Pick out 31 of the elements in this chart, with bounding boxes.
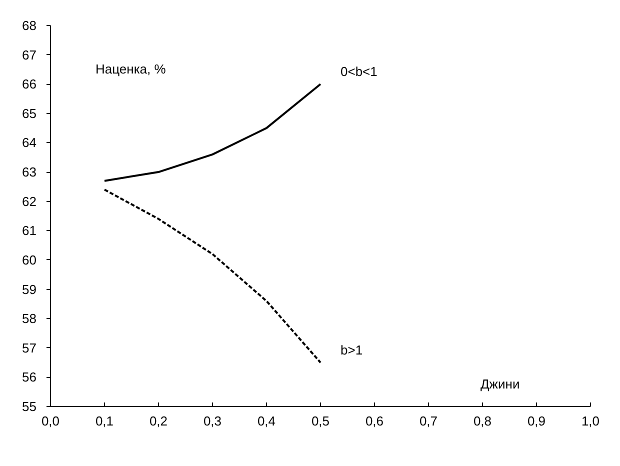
- y-tick-label: 65: [22, 106, 37, 121]
- y-tick-label: 61: [22, 223, 37, 238]
- y-tick-label: 68: [22, 18, 37, 33]
- y-tick-label: 66: [22, 76, 37, 92]
- y-tick-label: 64: [22, 135, 37, 150]
- series-label: 0<b<1: [340, 64, 378, 80]
- y-tick-label: 63: [22, 164, 37, 180]
- line-series: [104, 83, 322, 182]
- x-tick-label: 1,0: [581, 414, 600, 428]
- x-tick-label: 0,5: [311, 414, 330, 428]
- x-tick-label: 0,3: [203, 414, 222, 428]
- y-tick-label: 57: [22, 340, 37, 356]
- y-axis-title: Наценка, %: [96, 62, 166, 76]
- x-axis-title: Джини: [480, 376, 520, 392]
- y-tick-label: 62: [22, 194, 37, 209]
- y-tick-label: 67: [22, 47, 37, 62]
- x-tick-label: 0,1: [95, 414, 114, 428]
- x-tick-label: 0,8: [473, 414, 492, 428]
- y-tick-label: 56: [22, 370, 37, 385]
- y-tick-label: 58: [22, 311, 37, 326]
- y-tick-label: 55: [22, 399, 37, 414]
- x-tick-label: 0,2: [149, 414, 168, 428]
- line-series: [104, 188, 322, 364]
- series-label: b>1: [340, 342, 363, 358]
- x-tick-label: 0,9: [527, 414, 546, 428]
- y-tick-label: 60: [22, 252, 37, 268]
- x-tick-label: 0,7: [419, 414, 438, 428]
- y-tick-label: 59: [22, 282, 37, 297]
- x-tick-label: 0,0: [41, 414, 60, 428]
- x-tick-label: 0,4: [257, 414, 276, 428]
- x-tick-label: 0,6: [365, 414, 384, 428]
